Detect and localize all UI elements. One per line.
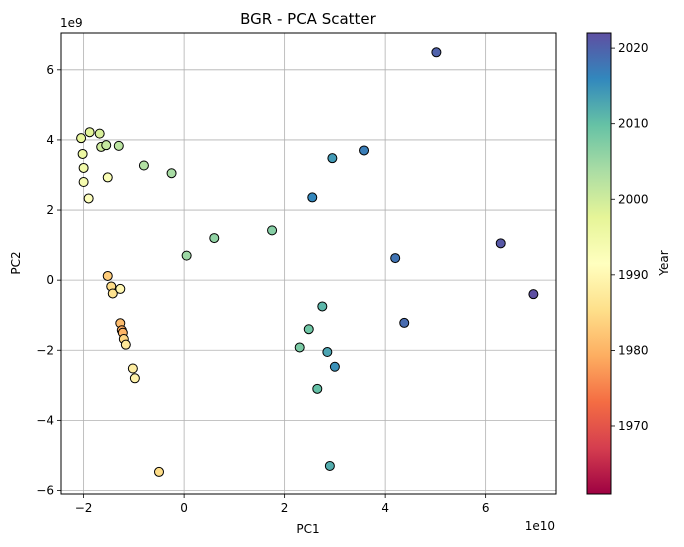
- scatter-point: [127, 363, 138, 374]
- scatter-point: [138, 160, 149, 171]
- scatter-point: [115, 283, 126, 294]
- scatter-point: [528, 289, 539, 300]
- y-tick-label: −6: [36, 483, 54, 497]
- x-axis-label: PC1: [296, 522, 319, 536]
- colorbar-tick-label: 1990: [618, 268, 649, 282]
- chart-title: BGR - PCA Scatter: [240, 10, 377, 28]
- x-tick-label: 2: [281, 501, 289, 515]
- scatter-point: [267, 225, 278, 236]
- x-tick-label: −2: [75, 501, 93, 515]
- scatter-point: [153, 466, 164, 477]
- y-axis-ticks: −6 −4 −2 0 2 4 6: [36, 63, 61, 497]
- x-tick-label: 6: [482, 501, 490, 515]
- scatter-point: [399, 317, 410, 328]
- scatter-point: [431, 47, 442, 58]
- scatter-point: [84, 127, 95, 138]
- scatter-point: [76, 133, 87, 144]
- scatter-point: [329, 361, 340, 372]
- scatter-point: [209, 233, 220, 244]
- scatter-point: [312, 383, 323, 394]
- scatter-point: [120, 339, 131, 350]
- scatter-point: [181, 250, 192, 261]
- colorbar-tick-label: 2020: [618, 41, 649, 55]
- scatter-point: [129, 373, 140, 384]
- y-axis-label: PC2: [9, 251, 23, 274]
- scatter-point: [78, 162, 89, 173]
- y-tick-label: −4: [36, 413, 54, 427]
- colorbar-tick-label: 1980: [618, 343, 649, 357]
- y-tick-label: −2: [36, 343, 54, 357]
- x-axis-ticks: −2 0 2 4 6: [75, 494, 490, 515]
- colorbar-tick-label: 1970: [618, 419, 649, 433]
- colorbar-tick-label: 2010: [618, 117, 649, 131]
- scatter-point: [101, 140, 112, 151]
- y-tick-label: 4: [46, 133, 54, 147]
- scatter-point: [78, 176, 89, 187]
- scatter-point: [83, 193, 94, 204]
- scatter-point: [102, 270, 113, 281]
- scatter-points: [76, 47, 539, 477]
- colorbar-label: Year: [657, 250, 671, 276]
- scatter-point: [94, 128, 105, 139]
- scatter-point: [359, 145, 370, 156]
- scatter-point: [327, 153, 338, 164]
- colorbar-ticks: 1970 1980 1990 2000 2010 2020: [611, 41, 649, 433]
- colorbar: [586, 32, 612, 495]
- y-offset-label: 1e9: [60, 16, 83, 30]
- scatter-point: [166, 168, 177, 179]
- scatter-point: [77, 148, 88, 159]
- x-offset-label: 1e10: [525, 519, 555, 533]
- scatter-point: [324, 460, 335, 471]
- colorbar-tick-label: 2000: [618, 192, 649, 206]
- scatter-point: [307, 192, 318, 203]
- scatter-point: [303, 324, 314, 335]
- scatter-point: [294, 342, 305, 353]
- y-tick-label: 0: [46, 273, 54, 287]
- scatter-point: [317, 301, 328, 312]
- scatter-point: [322, 347, 333, 358]
- x-tick-label: 4: [381, 501, 389, 515]
- scatter-point: [113, 140, 124, 151]
- scatter-point: [107, 288, 118, 299]
- scatter-point: [102, 172, 113, 183]
- y-tick-label: 6: [46, 63, 54, 77]
- grid-lines: [61, 33, 556, 494]
- x-tick-label: 0: [180, 501, 188, 515]
- scatter-point: [495, 238, 506, 249]
- y-tick-label: 2: [46, 203, 54, 217]
- scatter-point: [390, 253, 401, 264]
- plot-frame: [60, 32, 557, 495]
